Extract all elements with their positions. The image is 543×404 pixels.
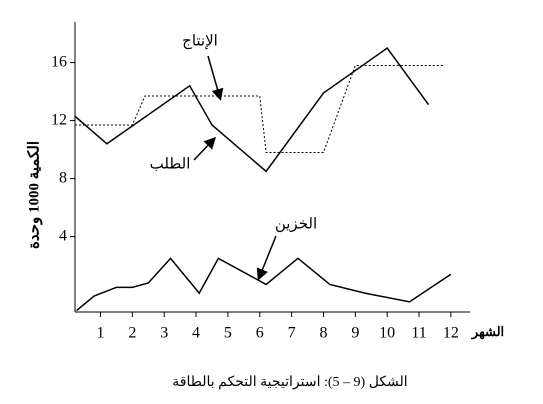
x-axis-label: الشهر bbox=[471, 324, 504, 340]
x-tick-label: 5 bbox=[224, 325, 232, 342]
caption: الشكل (9 – 5): استراتيجية التحكم بالطاقة bbox=[172, 375, 407, 390]
x-tick-label: 11 bbox=[411, 325, 426, 342]
x-tick-label: 4 bbox=[192, 325, 200, 342]
y-tick-label: 8 bbox=[59, 169, 67, 186]
y-tick-label: 12 bbox=[51, 111, 67, 128]
x-tick-label: 2 bbox=[128, 325, 136, 342]
annotation: الإنتاج bbox=[182, 33, 218, 49]
annotation: الطلب bbox=[150, 156, 191, 172]
x-tick-label: 7 bbox=[288, 325, 296, 342]
x-tick-label: 10 bbox=[379, 325, 395, 342]
y-tick-label: 16 bbox=[51, 53, 67, 70]
series-line bbox=[75, 65, 445, 153]
series-line bbox=[76, 257, 452, 312]
series-line bbox=[74, 47, 430, 173]
x-tick-label: 9 bbox=[351, 325, 359, 342]
y-axis-label: الكمية 1000 وحدة bbox=[26, 141, 42, 249]
annotation: الخزين bbox=[275, 216, 317, 232]
arrow bbox=[256, 235, 277, 281]
y-tick-label: 4 bbox=[59, 227, 67, 244]
x-tick-label: 12 bbox=[443, 325, 459, 342]
arrow bbox=[193, 136, 217, 161]
x-tick-label: 6 bbox=[256, 325, 264, 342]
x-tick-label: 3 bbox=[160, 325, 168, 342]
x-tick-label: 8 bbox=[319, 325, 327, 342]
x-tick-label: 1 bbox=[96, 325, 104, 342]
arrow bbox=[207, 55, 224, 101]
